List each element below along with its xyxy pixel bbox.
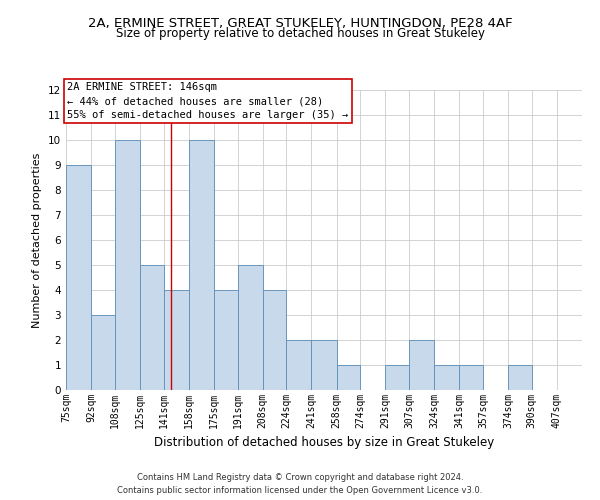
Text: Contains HM Land Registry data © Crown copyright and database right 2024.
Contai: Contains HM Land Registry data © Crown c… — [118, 474, 482, 495]
Bar — [286, 340, 311, 390]
Text: 2A, ERMINE STREET, GREAT STUKELEY, HUNTINGDON, PE28 4AF: 2A, ERMINE STREET, GREAT STUKELEY, HUNTI… — [88, 18, 512, 30]
X-axis label: Distribution of detached houses by size in Great Stukeley: Distribution of detached houses by size … — [154, 436, 494, 450]
Bar — [164, 290, 189, 390]
Bar — [508, 365, 532, 390]
Bar — [409, 340, 434, 390]
Bar — [115, 140, 140, 390]
Bar — [385, 365, 409, 390]
Text: 2A ERMINE STREET: 146sqm
← 44% of detached houses are smaller (28)
55% of semi-d: 2A ERMINE STREET: 146sqm ← 44% of detach… — [67, 82, 349, 120]
Bar — [263, 290, 286, 390]
Y-axis label: Number of detached properties: Number of detached properties — [32, 152, 43, 328]
Bar — [214, 290, 238, 390]
Bar — [459, 365, 483, 390]
Bar — [66, 165, 91, 390]
Bar — [238, 265, 263, 390]
Bar — [140, 265, 164, 390]
Bar — [311, 340, 337, 390]
Bar — [337, 365, 360, 390]
Text: Size of property relative to detached houses in Great Stukeley: Size of property relative to detached ho… — [115, 28, 485, 40]
Bar — [434, 365, 459, 390]
Bar — [91, 315, 115, 390]
Bar — [189, 140, 214, 390]
